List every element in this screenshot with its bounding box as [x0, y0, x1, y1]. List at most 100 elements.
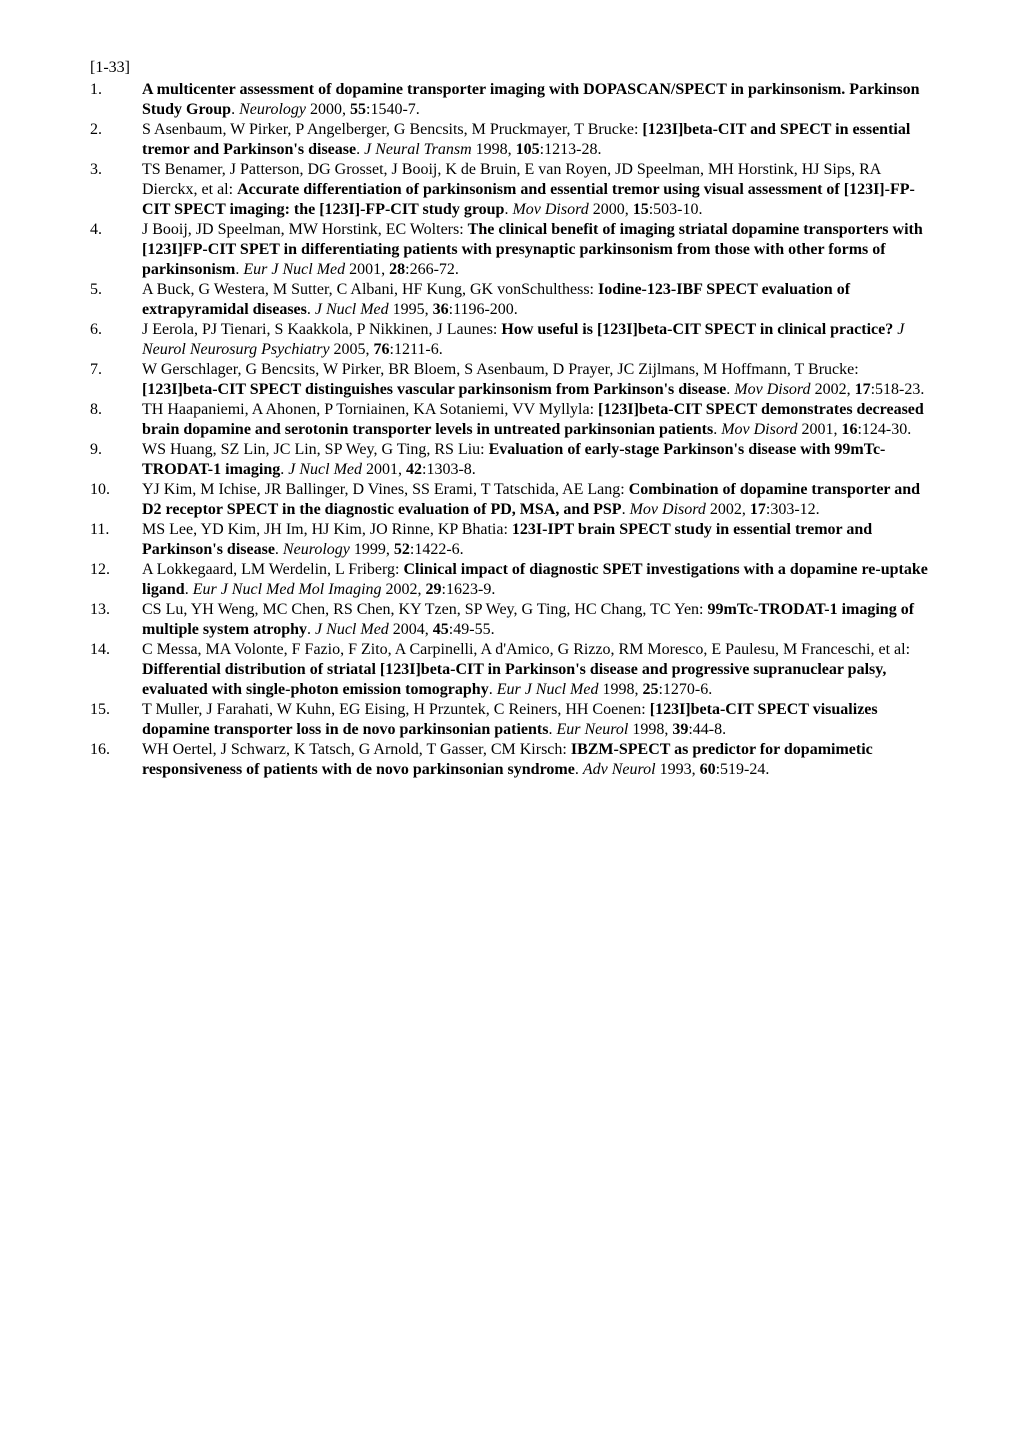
reference-item: 12.A Lokkegaard, LM Werdelin, L Friberg:…: [90, 560, 930, 600]
reference-text: 1993,: [656, 761, 700, 778]
reference-text: :519-24.: [716, 761, 770, 778]
reference-text: 36: [433, 301, 449, 318]
reference-text: :266-72.: [405, 261, 459, 278]
reference-text: 42: [406, 461, 422, 478]
reference-text: 2002,: [382, 581, 426, 598]
reference-text: .: [275, 541, 283, 558]
reference-text: :1623-9.: [442, 581, 496, 598]
reference-number: 16.: [90, 740, 142, 780]
reference-text: .: [185, 581, 193, 598]
reference-text: Mov Disord: [630, 501, 706, 518]
reference-text: :303-12.: [766, 501, 820, 518]
reference-text: 2002,: [811, 381, 855, 398]
reference-text: 2002,: [706, 501, 750, 518]
reference-text: Eur J Nucl Med: [497, 681, 599, 698]
reference-body: YJ Kim, M Ichise, JR Ballinger, D Vines,…: [142, 480, 930, 520]
reference-item: 9.WS Huang, SZ Lin, JC Lin, SP Wey, G Ti…: [90, 440, 930, 480]
reference-number: 7.: [90, 360, 142, 400]
reference-text: Eur Neurol: [556, 721, 628, 738]
reference-text: 2001,: [797, 421, 841, 438]
reference-number: 5.: [90, 280, 142, 320]
reference-body: A Buck, G Westera, M Sutter, C Albani, H…: [142, 280, 930, 320]
reference-text: S Asenbaum, W Pirker, P Angelberger, G B…: [142, 121, 642, 138]
reference-text: T Muller, J Farahati, W Kuhn, EG Eising,…: [142, 701, 650, 718]
reference-text: 17: [750, 501, 766, 518]
reference-item: 8.TH Haapaniemi, A Ahonen, P Torniainen,…: [90, 400, 930, 440]
reference-text: 2000,: [589, 201, 633, 218]
reference-text: How useful is [123I]beta-CIT SPECT in cl…: [501, 321, 893, 338]
reference-number: 2.: [90, 120, 142, 160]
reference-text: C Messa, MA Volonte, F Fazio, F Zito, A …: [142, 641, 910, 658]
reference-text: 29: [426, 581, 442, 598]
reference-number: 8.: [90, 400, 142, 440]
reference-text: .: [489, 681, 497, 698]
reference-text: TH Haapaniemi, A Ahonen, P Torniainen, K…: [142, 401, 598, 418]
reference-range: [1-33]: [90, 58, 930, 78]
reference-text: 17: [855, 381, 871, 398]
reference-item: 14.C Messa, MA Volonte, F Fazio, F Zito,…: [90, 640, 930, 700]
reference-body: A multicenter assessment of dopamine tra…: [142, 80, 930, 120]
reference-item: 7.W Gerschlager, G Bencsits, W Pirker, B…: [90, 360, 930, 400]
reference-item: 11.MS Lee, YD Kim, JH Im, HJ Kim, JO Rin…: [90, 520, 930, 560]
reference-item: 2.S Asenbaum, W Pirker, P Angelberger, G…: [90, 120, 930, 160]
reference-text: Neurology: [283, 541, 350, 558]
reference-item: 13.CS Lu, YH Weng, MC Chen, RS Chen, KY …: [90, 600, 930, 640]
reference-text: 1998,: [472, 141, 516, 158]
reference-text: :503-10.: [649, 201, 703, 218]
reference-text: Mov Disord: [721, 421, 797, 438]
reference-body: A Lokkegaard, LM Werdelin, L Friberg: Cl…: [142, 560, 930, 600]
reference-text: J Nucl Med: [315, 621, 389, 638]
reference-text: 15: [633, 201, 649, 218]
reference-item: 6.J Eerola, PJ Tienari, S Kaakkola, P Ni…: [90, 320, 930, 360]
reference-text: 60: [700, 761, 716, 778]
reference-item: 16.WH Oertel, J Schwarz, K Tatsch, G Arn…: [90, 740, 930, 780]
reference-text: CS Lu, YH Weng, MC Chen, RS Chen, KY Tze…: [142, 601, 708, 618]
reference-number: 6.: [90, 320, 142, 360]
reference-body: TS Benamer, J Patterson, DG Grosset, J B…: [142, 160, 930, 220]
reference-body: S Asenbaum, W Pirker, P Angelberger, G B…: [142, 120, 930, 160]
reference-body: CS Lu, YH Weng, MC Chen, RS Chen, KY Tze…: [142, 600, 930, 640]
reference-body: J Eerola, PJ Tienari, S Kaakkola, P Nikk…: [142, 320, 930, 360]
reference-text: 2000,: [306, 101, 350, 118]
reference-text: :1303-8.: [422, 461, 476, 478]
reference-number: 9.: [90, 440, 142, 480]
reference-text: :44-8.: [688, 721, 726, 738]
reference-body: WS Huang, SZ Lin, JC Lin, SP Wey, G Ting…: [142, 440, 930, 480]
reference-text: :518-23.: [871, 381, 925, 398]
reference-text: 1998,: [628, 721, 672, 738]
reference-text: 1999,: [350, 541, 394, 558]
reference-item: 4.J Booij, JD Speelman, MW Horstink, EC …: [90, 220, 930, 280]
reference-body: WH Oertel, J Schwarz, K Tatsch, G Arnold…: [142, 740, 930, 780]
reference-text: WH Oertel, J Schwarz, K Tatsch, G Arnold…: [142, 741, 571, 758]
reference-text: 2005,: [330, 341, 374, 358]
reference-text: 2001,: [345, 261, 389, 278]
reference-text: 1998,: [598, 681, 642, 698]
reference-text: [123I]beta-CIT SPECT distinguishes vascu…: [142, 381, 726, 398]
reference-body: J Booij, JD Speelman, MW Horstink, EC Wo…: [142, 220, 930, 280]
reference-text: .: [231, 101, 239, 118]
reference-text: .: [307, 301, 315, 318]
reference-text: :124-30.: [857, 421, 911, 438]
reference-text: J Nucl Med: [315, 301, 389, 318]
reference-text: YJ Kim, M Ichise, JR Ballinger, D Vines,…: [142, 481, 629, 498]
reference-text: J Neural Transm: [364, 141, 472, 158]
reference-number: 12.: [90, 560, 142, 600]
reference-item: 5.A Buck, G Westera, M Sutter, C Albani,…: [90, 280, 930, 320]
reference-text: Neurology: [239, 101, 306, 118]
reference-text: 28: [389, 261, 405, 278]
reference-text: :1422-6.: [410, 541, 464, 558]
reference-text: 55: [350, 101, 366, 118]
reference-text: Eur J Nucl Med Mol Imaging: [193, 581, 382, 598]
reference-text: :1270-6.: [658, 681, 712, 698]
reference-text: 25: [642, 681, 658, 698]
reference-text: A Lokkegaard, LM Werdelin, L Friberg:: [142, 561, 403, 578]
reference-number: 10.: [90, 480, 142, 520]
reference-text: W Gerschlager, G Bencsits, W Pirker, BR …: [142, 361, 859, 378]
reference-text: :1196-200.: [449, 301, 518, 318]
reference-item: 1.A multicenter assessment of dopamine t…: [90, 80, 930, 120]
reference-number: 1.: [90, 80, 142, 120]
reference-text: .: [307, 621, 315, 638]
reference-text: 52: [394, 541, 410, 558]
reference-number: 14.: [90, 640, 142, 700]
reference-item: 15.T Muller, J Farahati, W Kuhn, EG Eisi…: [90, 700, 930, 740]
